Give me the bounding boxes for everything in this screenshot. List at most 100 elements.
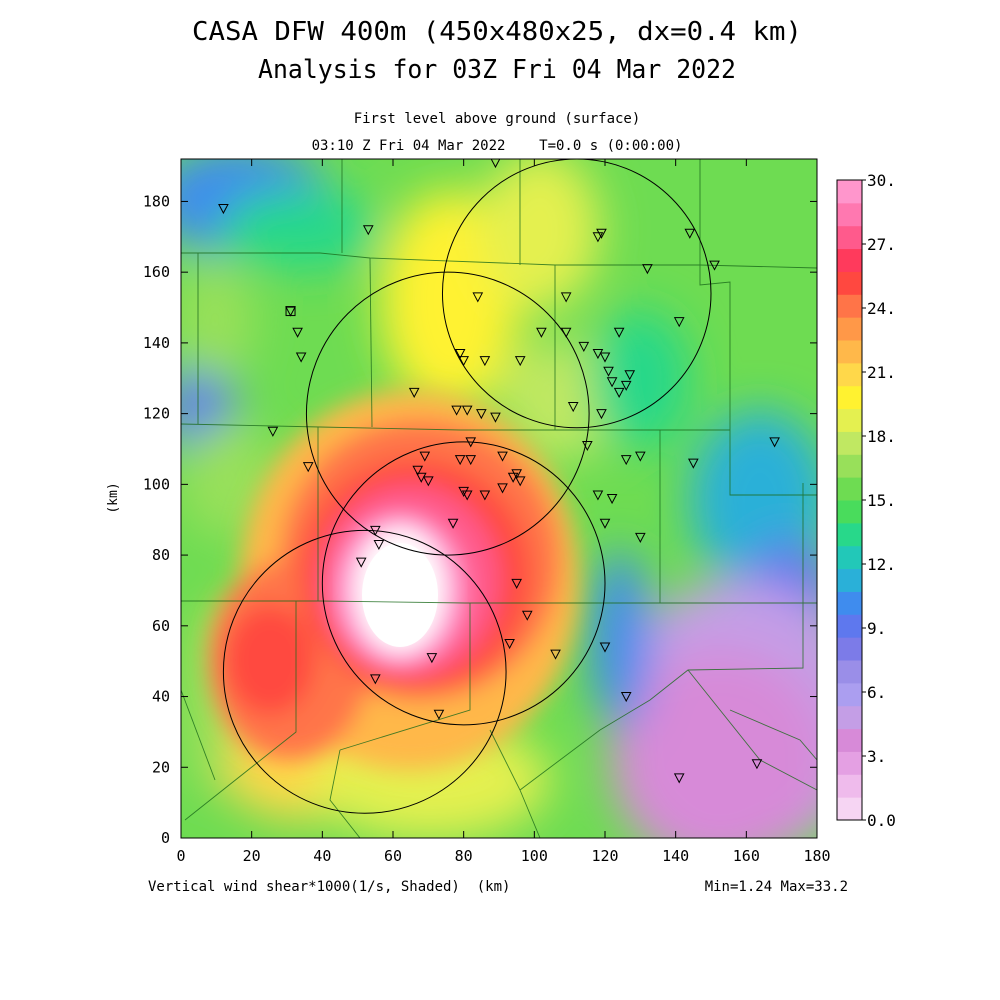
radar-rings [222,159,712,814]
colorbar-swatch [837,431,862,455]
station-marker [370,674,381,685]
station-marker [599,518,611,529]
y-tick-label: 80 [152,546,170,564]
station-marker [458,356,469,367]
station-marker [454,455,466,466]
station-marker [635,451,646,462]
station-marker [479,490,491,501]
footer-right: Min=1.24 Max=33.2 [705,879,848,895]
station-marker [370,525,381,536]
station-marker [709,260,720,271]
colorbar-swatch [837,408,862,432]
radar-ring-4 [222,529,507,814]
colorbar-swatch [837,797,862,821]
x-tick-label: 40 [313,847,331,865]
subtitle-line-1: First level above ground (surface) [354,111,641,127]
station-marker [511,469,522,480]
y-tick-label: 160 [143,263,170,281]
radar-ring-2 [305,271,590,556]
station-marker [620,692,632,703]
shaded-field [181,159,817,838]
y-tick-label: 60 [152,617,170,635]
station-marker [412,465,424,476]
title-line-2: Analysis for 03Z Fri 04 Mar 2022 [258,55,736,85]
station-marker [613,327,625,338]
station-marker [599,642,611,653]
radar-site-marker [285,306,296,317]
station-marker [514,356,526,367]
station-marker [599,352,611,363]
station-marker [507,472,519,483]
colorbar-swatch [837,385,862,410]
colorbar-label: 0.0 [867,811,896,830]
station-marker [536,327,547,338]
station-marker [511,578,522,589]
colorbar-swatch [837,545,862,570]
station-marker [624,370,636,381]
colorbar-swatch [837,271,862,295]
colorbar-swatch [837,180,862,204]
station-marker [355,557,367,568]
station-marker [592,349,604,360]
x-axis: 0 20 40 60 80 100 120 140 160 180 [176,159,831,865]
x-tick-label: 160 [733,847,760,865]
station-marker [620,455,632,466]
y-axis-label: (km) [106,482,121,513]
station-marker [635,532,646,543]
radar-ring-1 [321,441,606,726]
station-marker [769,437,780,448]
x-tick-label: 20 [243,847,261,865]
station-marker [426,653,438,664]
station-marker [267,426,279,437]
colorbar-swatch [837,477,862,501]
station-marker [684,228,696,239]
station-marker [419,451,431,462]
station-marker [451,405,462,416]
y-tick-label: 100 [143,475,170,493]
station-marker [465,455,477,466]
title-line-1: CASA DFW 400m (450x480x25, dx=0.4 km) [192,17,802,47]
station-marker [596,409,607,420]
colorbar-swatch [837,774,862,798]
colorbar-label: 9. [867,619,886,638]
colorbar-swatch [837,522,862,547]
colorbar-swatch [837,568,862,592]
station-marker [592,232,604,243]
station-marker [521,610,533,621]
station-marker [302,462,314,473]
colorbar-label: 21. [867,363,896,382]
station-marker [408,387,420,398]
colorbar-swatch [837,454,862,478]
y-tick-label: 120 [143,405,170,423]
colorbar-swatch [837,340,862,364]
station-marker [613,387,625,398]
station-markers [218,159,780,784]
station-marker [550,649,561,660]
colorbar-swatch [837,614,862,638]
colorbar-swatch [837,751,862,775]
x-tick-label: 0 [176,847,185,865]
y-tick-label: 20 [152,758,170,776]
station-marker [592,490,604,501]
station-marker [373,539,385,551]
station-marker [504,638,515,650]
station-marker [461,405,473,416]
station-marker [447,518,459,529]
station-marker [458,486,469,497]
station-marker [688,458,699,469]
colorbar-swatch [837,202,862,227]
station-marker [606,377,618,388]
station-marker [514,476,526,487]
colorbar-label: 12. [867,555,896,574]
colorbar-label: 30. [867,171,896,190]
station-marker [472,292,484,303]
station-marker [642,264,653,275]
colorbar-swatch [837,500,862,524]
station-marker [295,352,307,363]
station-marker [362,225,374,236]
station-marker [497,483,508,494]
station-marker [567,402,579,413]
station-marker [673,773,685,784]
colorbar-swatch [837,705,862,730]
